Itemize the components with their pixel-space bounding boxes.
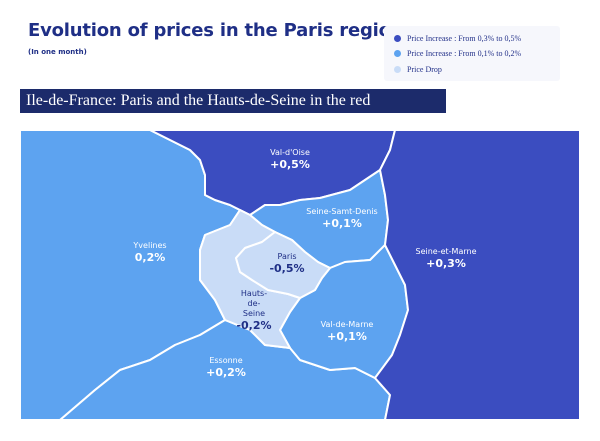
legend-swatch-light-blue bbox=[394, 66, 401, 73]
seine-et-marne-east-edge bbox=[375, 130, 580, 420]
label-val-de-marne: Val-de-Marne +0,1% bbox=[321, 320, 374, 344]
region-name: Essonne bbox=[209, 356, 243, 365]
legend-swatch-medium-blue bbox=[394, 50, 401, 57]
region-value: 0,2% bbox=[134, 251, 166, 264]
region-value: +0,1% bbox=[322, 217, 362, 230]
label-hauts-de-seine: Hauts- de- Seine -0,2% bbox=[236, 289, 271, 333]
region-name: Yvelines bbox=[133, 241, 167, 250]
region-value: +0,1% bbox=[327, 330, 367, 343]
region-name: Paris bbox=[277, 252, 297, 261]
legend-item-increase-low: Price Increase : From 0,1% to 0,2% bbox=[394, 49, 521, 58]
region-name: Hauts- de- Seine bbox=[240, 289, 268, 318]
region-value: +0,3% bbox=[426, 257, 466, 270]
region-value: -0,5% bbox=[269, 262, 305, 275]
label-val-doise: Val-d'Oise +0,5% bbox=[270, 148, 310, 172]
region-name: Val-d'Oise bbox=[270, 148, 310, 157]
legend-item-drop: Price Drop bbox=[394, 65, 442, 74]
region-name: Seine-Samt-Denis bbox=[306, 207, 378, 216]
headline-banner: Ile-de-France: Paris and the Hauts-de-Se… bbox=[20, 89, 446, 113]
region-value: +0,2% bbox=[206, 366, 246, 379]
chart-subtitle: (In one month) bbox=[28, 48, 87, 56]
region-value: -0,2% bbox=[236, 319, 272, 332]
region-name: Val-de-Marne bbox=[320, 320, 374, 329]
legend-label: Price Increase : From 0,1% to 0,2% bbox=[407, 49, 522, 58]
seine-et-marne-border bbox=[374, 130, 409, 420]
legend-item-increase-high: Price Increase : From 0,3% to 0,5% bbox=[394, 34, 521, 43]
chart-title: Evolution of prices in the Paris region bbox=[28, 20, 404, 41]
label-paris: Paris -0,5% bbox=[269, 252, 304, 276]
legend: Price Increase : From 0,3% to 0,5% Price… bbox=[384, 26, 560, 81]
label-yvelines: Yvelines 0,2% bbox=[133, 241, 166, 265]
region-value: +0,5% bbox=[270, 158, 310, 171]
label-seine-saint-denis: Seine-Samt-Denis +0,1% bbox=[306, 207, 377, 231]
map-frame bbox=[19, 129, 581, 421]
legend-swatch-dark-blue bbox=[394, 35, 401, 42]
legend-label: Price Drop bbox=[407, 65, 442, 74]
label-seine-et-marne: Seine-et-Marne +0,3% bbox=[416, 247, 477, 271]
legend-label: Price Increase : From 0,3% to 0,5% bbox=[407, 34, 522, 43]
region-paris bbox=[235, 231, 331, 299]
region-name: Seine-et-Marne bbox=[415, 247, 477, 256]
label-essonne: Essonne +0,2% bbox=[206, 356, 246, 380]
